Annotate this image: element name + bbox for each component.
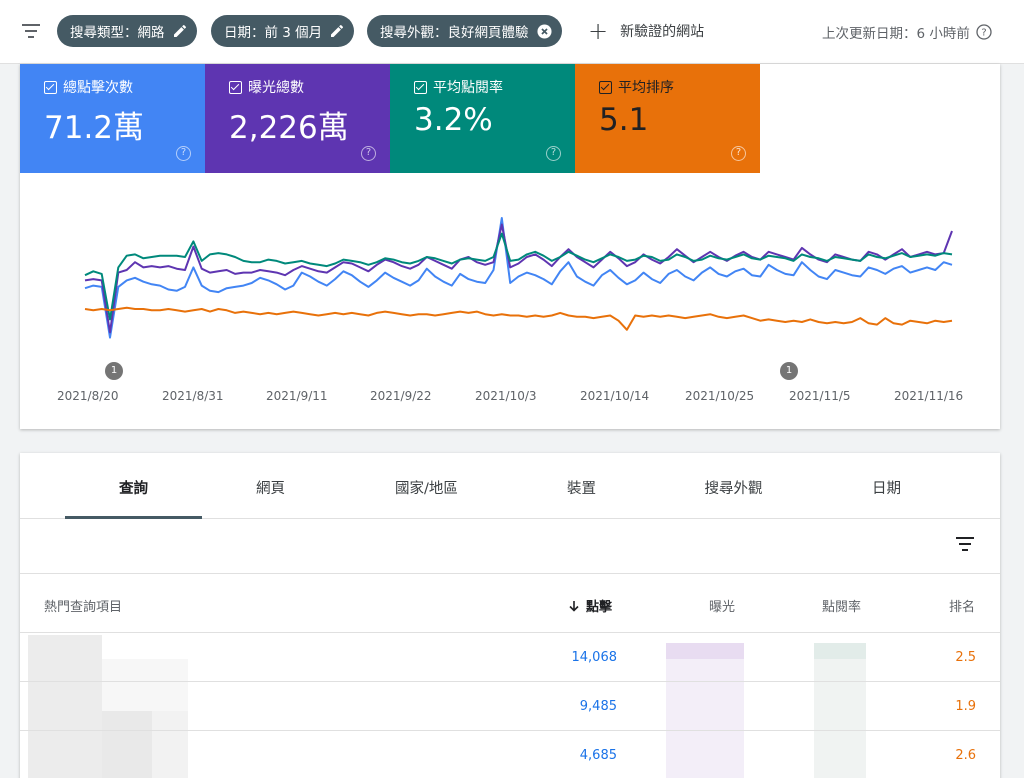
filter-bar: 搜尋類型：網路 日期：前 3 個月 搜尋外觀：良好網頁體驗 + 新驗證的網站 上… xyxy=(0,0,1024,64)
tab-bar: 查詢 網頁 國家/地區 裝置 搜尋外觀 日期 xyxy=(20,453,1000,519)
help-circle-icon[interactable]: ? xyxy=(361,146,376,161)
annotation-marker[interactable]: 1 xyxy=(780,362,798,380)
checkbox-icon[interactable] xyxy=(44,80,57,94)
header-ctr[interactable]: 點閱率 xyxy=(822,600,862,615)
checkbox-icon[interactable] xyxy=(414,80,427,94)
chip-label: 日期：前 3 個月 xyxy=(224,25,323,41)
table-header: 熱門查詢項目 點擊 曝光 點閱率 排名 xyxy=(20,573,1000,633)
close-circle-icon[interactable] xyxy=(536,23,552,39)
redacted-query-block xyxy=(102,659,188,711)
add-site-button[interactable]: + 新驗證的網站 xyxy=(588,17,705,45)
metric-average-ctr[interactable]: 平均點閱率 3.2% ? xyxy=(390,64,575,173)
performance-card: 總點擊次數 71.2萬 ? 曝光總數 2,226萬 ? 平均點閱率 3.2% ?… xyxy=(20,64,1000,429)
series-line-1 xyxy=(84,223,953,334)
metric-label: 平均排序 xyxy=(599,77,674,97)
checkbox-icon[interactable] xyxy=(229,80,242,94)
tab-countries[interactable]: 國家/地區 xyxy=(395,481,458,497)
x-tick-label: 2021/10/3 xyxy=(475,389,537,403)
x-tick-label: 2021/8/20 xyxy=(57,389,119,403)
redacted-ctr-block xyxy=(814,643,866,659)
redacted-query-block xyxy=(28,635,102,778)
metric-value: 2,226萬 xyxy=(229,110,349,146)
annotation-marker[interactable]: 1 xyxy=(105,362,123,380)
x-tick-label: 2021/11/5 xyxy=(789,389,851,403)
chip-date[interactable]: 日期：前 3 個月 xyxy=(211,15,355,47)
chip-label: 搜尋外觀：良好網頁體驗 xyxy=(380,25,529,41)
metric-label: 曝光總數 xyxy=(229,77,304,97)
row-clicks: 4,685 xyxy=(579,748,617,763)
chip-label: 搜尋類型：網路 xyxy=(70,25,165,41)
help-circle-icon[interactable]: ? xyxy=(731,146,746,161)
tab-dates[interactable]: 日期 xyxy=(872,481,901,497)
x-tick-label: 2021/8/31 xyxy=(162,389,224,403)
series-line-3 xyxy=(84,306,953,331)
checkbox-icon[interactable] xyxy=(599,80,612,94)
row-position: 2.5 xyxy=(955,650,976,665)
tab-queries[interactable]: 查詢 xyxy=(119,481,148,497)
last-updated-text: 上次更新日期：6 小時前 xyxy=(822,26,970,42)
redacted-query-block xyxy=(102,711,152,778)
x-tick-label: 2021/10/25 xyxy=(685,389,755,403)
pencil-icon[interactable] xyxy=(330,24,344,38)
series-line-0 xyxy=(84,217,953,339)
x-tick-label: 2021/9/11 xyxy=(266,389,328,403)
metric-label: 總點擊次數 xyxy=(44,77,133,97)
header-clicks[interactable]: 點擊 xyxy=(568,596,612,615)
metric-label-text: 總點擊次數 xyxy=(63,80,133,96)
table-row[interactable]: 9,485 1.9 xyxy=(20,682,1000,731)
row-position: 2.6 xyxy=(955,748,976,763)
metric-label: 平均點閱率 xyxy=(414,77,503,97)
add-site-label: 新驗證的網站 xyxy=(620,24,705,40)
chart-plot xyxy=(84,217,953,339)
redacted-impressions-block xyxy=(666,643,744,778)
chip-search-appearance[interactable]: 搜尋外觀：良好網頁體驗 xyxy=(367,15,562,47)
help-circle-icon[interactable]: ? xyxy=(546,146,561,161)
last-updated: 上次更新日期：6 小時前 ? xyxy=(822,22,992,42)
metric-average-position[interactable]: 平均排序 5.1 ? xyxy=(575,64,760,173)
svg-text:?: ? xyxy=(981,28,986,39)
tab-devices[interactable]: 裝置 xyxy=(567,481,596,497)
help-circle-icon[interactable]: ? xyxy=(976,24,992,40)
table-row[interactable]: 14,068 2.5 xyxy=(20,633,1000,682)
filter-icon[interactable] xyxy=(22,24,40,38)
header-top-queries: 熱門查詢項目 xyxy=(44,600,123,615)
redacted-ctr-block xyxy=(814,643,866,778)
metric-label-text: 平均點閱率 xyxy=(433,80,503,96)
metric-total-clicks[interactable]: 總點擊次數 71.2萬 ? xyxy=(20,64,205,173)
row-clicks: 9,485 xyxy=(579,699,617,714)
redacted-query-block xyxy=(152,711,188,778)
help-circle-icon[interactable]: ? xyxy=(176,146,191,161)
tab-search-appearance[interactable]: 搜尋外觀 xyxy=(704,481,763,497)
metric-value: 5.1 xyxy=(599,102,649,138)
x-tick-label: 2021/10/14 xyxy=(580,389,650,403)
metric-value: 3.2% xyxy=(414,102,493,138)
series-line-2 xyxy=(84,232,953,321)
plus-icon: + xyxy=(588,17,609,45)
header-impressions[interactable]: 曝光 xyxy=(709,600,736,615)
arrow-down-icon xyxy=(569,601,579,612)
header-position[interactable]: 排名 xyxy=(949,600,976,615)
table-card: 查詢 網頁 國家/地區 裝置 搜尋外觀 日期 熱門查詢項目 點擊 曝光 點閱率 … xyxy=(20,453,1000,778)
redacted-impressions-block xyxy=(666,643,744,659)
chip-search-type[interactable]: 搜尋類型：網路 xyxy=(57,15,197,47)
metric-total-impressions[interactable]: 曝光總數 2,226萬 ? xyxy=(205,64,390,173)
table-row[interactable]: 4,685 2.6 xyxy=(20,731,1000,778)
metric-value: 71.2萬 xyxy=(44,110,145,146)
filter-icon[interactable] xyxy=(956,537,974,551)
x-tick-label: 2021/11/16 xyxy=(894,389,964,403)
active-tab-indicator xyxy=(65,516,202,519)
row-position: 1.9 xyxy=(955,699,976,714)
header-clicks-label: 點擊 xyxy=(586,600,613,615)
metric-label-text: 平均排序 xyxy=(618,80,674,96)
pencil-icon[interactable] xyxy=(173,24,187,38)
performance-chart[interactable]: 2021/8/20 2021/8/31 2021/9/11 2021/9/22 2021… xyxy=(20,173,1000,429)
tab-pages[interactable]: 網頁 xyxy=(256,481,285,497)
x-tick-label: 2021/9/22 xyxy=(370,389,432,403)
row-clicks: 14,068 xyxy=(571,650,618,665)
metric-label-text: 曝光總數 xyxy=(248,80,304,96)
